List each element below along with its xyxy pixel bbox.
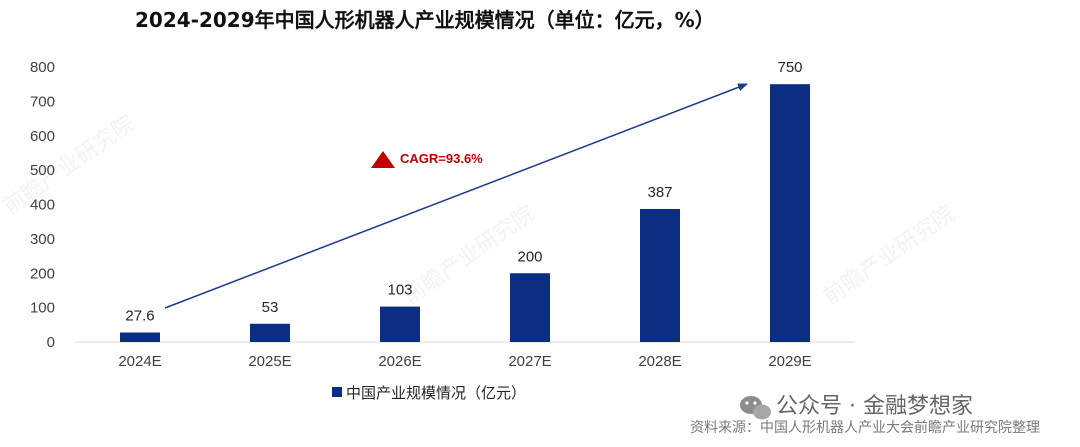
bars [120, 84, 810, 342]
source-note: 资料来源：中国人形机器人产业大会前瞻产业研究院整理 [690, 419, 1040, 436]
legend: 中国产业规模情况（亿元） [332, 384, 526, 402]
bar [380, 306, 420, 342]
bar [250, 323, 290, 342]
legend-label: 中国产业规模情况（亿元） [346, 384, 526, 402]
y-tick-label: 400 [30, 197, 55, 214]
wechat-tag: 公众号 · 金融梦想家 [740, 394, 973, 420]
legend-swatch [332, 387, 342, 397]
y-tick-label: 200 [30, 265, 55, 282]
data-label: 200 [517, 248, 542, 265]
x-tick-label: 2025E [248, 353, 291, 370]
x-tick-label: 2024E [118, 353, 161, 370]
bar [770, 84, 810, 342]
data-label: 750 [777, 59, 802, 76]
y-tick-label: 500 [30, 162, 55, 179]
cagr-label: CAGR=93.6% [400, 151, 483, 166]
data-labels: 27.6 53 103 200 387 750 [125, 59, 802, 324]
watermark: 前瞻产业研究院 前瞻产业研究院 前瞻产业研究院 [0, 111, 960, 310]
data-label: 53 [262, 299, 279, 316]
watermark-text-left: 前瞻产业研究院 [0, 111, 140, 220]
x-tick-label: 2029E [768, 353, 811, 370]
y-tick-label: 300 [30, 231, 55, 248]
wechat-icon [740, 396, 771, 420]
x-tick-label: 2028E [638, 353, 681, 370]
y-tick-label: 100 [30, 300, 55, 317]
x-tick-label: 2027E [508, 353, 551, 370]
y-tick-label: 600 [30, 128, 55, 145]
bar [640, 208, 680, 342]
y-tick-label: 0 [47, 334, 55, 351]
y-axis: 0 100 200 300 400 500 600 700 800 [30, 59, 55, 351]
y-tick-label: 700 [30, 93, 55, 110]
watermark-text-right: 前瞻产业研究院 [819, 201, 960, 310]
data-label: 27.6 [125, 308, 154, 325]
data-label: 103 [387, 282, 412, 299]
data-label: 387 [647, 184, 672, 201]
y-tick-label: 800 [30, 59, 55, 76]
x-tick-label: 2026E [378, 353, 421, 370]
x-axis: 2024E 2025E 2026E 2027E 2028E 2029E [118, 353, 811, 370]
cagr-triangle-icon [371, 151, 395, 168]
bar [510, 273, 550, 342]
chart-title: 2024-2029年中国人形机器人产业规模情况（单位：亿元，%） [135, 8, 715, 32]
bar [120, 332, 160, 342]
wechat-account-label: 公众号 · 金融梦想家 [776, 394, 973, 419]
cagr-arrow [164, 83, 748, 309]
